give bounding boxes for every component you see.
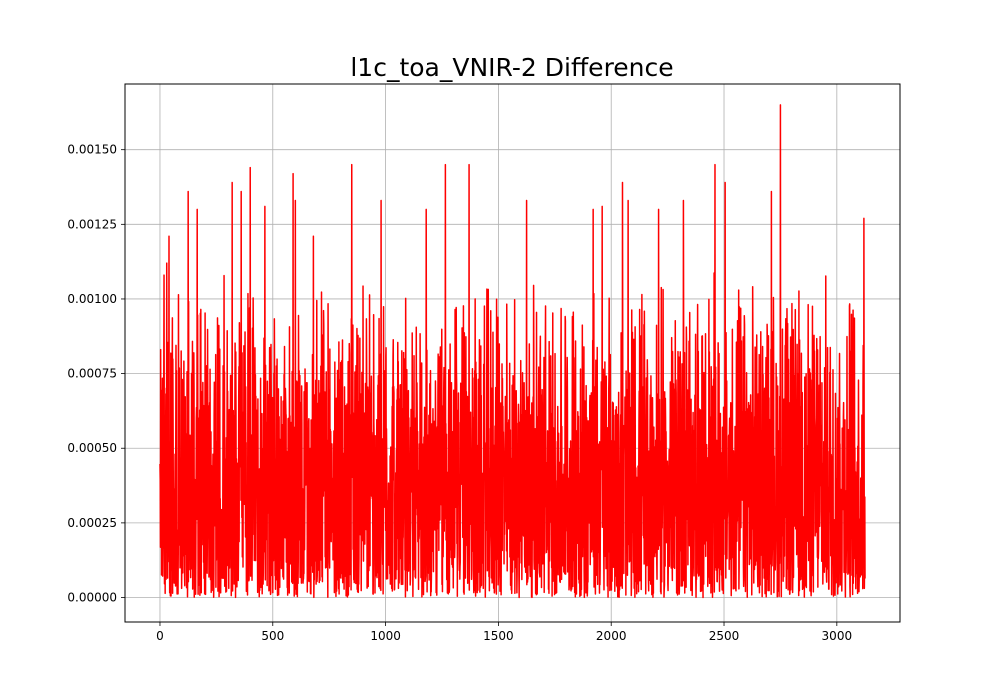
x-tick-label: 500 (261, 629, 284, 643)
x-tick-label: 1500 (483, 629, 514, 643)
x-axis: 0 500 1000 1500 2000 2500 3000 (156, 622, 852, 643)
y-tick-label: 0.00150 (67, 143, 117, 157)
x-tick-label: 2000 (596, 629, 627, 643)
chart-title: l1c_toa_VNIR-2 Difference (350, 53, 673, 82)
x-tick-label: 3000 (822, 629, 853, 643)
y-tick-label: 0.00050 (67, 441, 117, 455)
y-axis: 0.00000 0.00025 0.00050 0.00075 0.00100 0.001… (67, 143, 125, 605)
y-tick-label: 0.00025 (67, 516, 117, 530)
plot-frame (124, 83, 901, 623)
y-tick-label: 0.00125 (67, 217, 117, 231)
y-tick-label: 0.00100 (67, 292, 117, 306)
y-tick-label: 0.00075 (67, 367, 117, 381)
x-tick-label: 0 (156, 629, 164, 643)
series-line (159, 104, 866, 599)
x-tick-label: 2500 (709, 629, 740, 643)
series-layer (159, 104, 866, 599)
x-tick-label: 1000 (370, 629, 401, 643)
y-tick-label: 0.00000 (67, 591, 117, 605)
